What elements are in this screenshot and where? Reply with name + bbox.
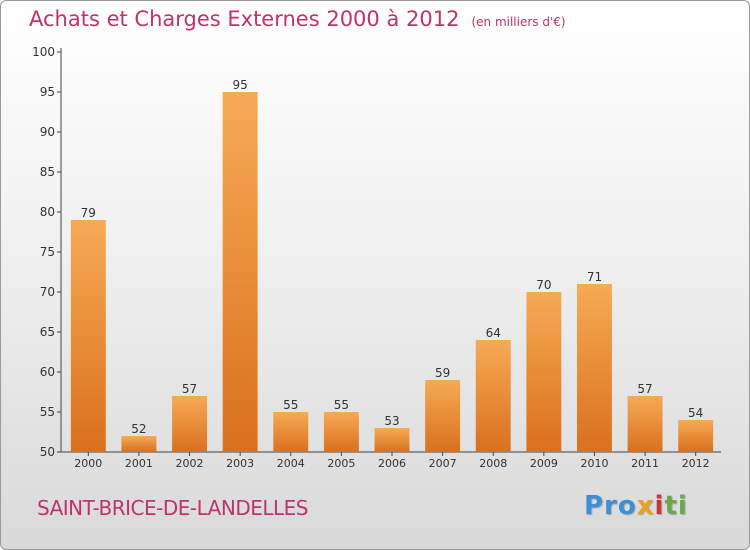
data-label: 64 xyxy=(486,326,501,340)
x-tick-label: 2003 xyxy=(226,457,254,470)
data-label: 55 xyxy=(334,398,349,412)
data-label: 59 xyxy=(435,366,450,380)
bar xyxy=(121,436,157,452)
data-label: 70 xyxy=(536,278,551,292)
data-label: 53 xyxy=(384,414,399,428)
logo-part-4: ti xyxy=(664,491,688,521)
data-label: 52 xyxy=(131,422,146,436)
bar xyxy=(323,412,359,452)
bar xyxy=(678,420,714,452)
bar xyxy=(425,380,461,452)
bar xyxy=(475,340,511,452)
y-tick-label: 55 xyxy=(40,405,55,419)
y-tick-label: 65 xyxy=(40,325,55,339)
data-label: 54 xyxy=(688,406,703,420)
data-label: 57 xyxy=(637,382,652,396)
x-tick-label: 2012 xyxy=(682,457,710,470)
bar xyxy=(576,284,612,452)
commune-name: SAINT-BRICE-DE-LANDELLES xyxy=(37,496,308,520)
x-tick-label: 2000 xyxy=(74,457,102,470)
logo-part-2: x xyxy=(636,491,655,521)
x-tick-label: 2001 xyxy=(125,457,153,470)
logo-part-3: i xyxy=(654,491,665,521)
y-tick-label: 85 xyxy=(40,165,55,179)
y-tick-label: 50 xyxy=(40,445,55,459)
data-label: 95 xyxy=(233,78,248,92)
y-tick-label: 100 xyxy=(32,45,55,59)
data-label: 71 xyxy=(587,270,602,284)
unit-text: (en milliers d'€) xyxy=(471,15,566,29)
data-label: 57 xyxy=(182,382,197,396)
data-label: 55 xyxy=(283,398,298,412)
bar xyxy=(70,220,106,452)
x-tick-label: 2010 xyxy=(580,457,608,470)
x-tick-label: 2004 xyxy=(277,457,305,470)
title-text: Achats et Charges Externes 2000 à 2012 xyxy=(29,7,460,31)
data-label: 79 xyxy=(81,206,96,220)
bar xyxy=(627,396,663,452)
bar xyxy=(222,92,258,452)
bar xyxy=(526,292,562,452)
y-tick-label: 80 xyxy=(40,205,55,219)
bar xyxy=(273,412,309,452)
y-tick-label: 75 xyxy=(40,245,55,259)
x-tick-label: 2009 xyxy=(530,457,558,470)
y-tick-label: 70 xyxy=(40,285,55,299)
x-tick-label: 2006 xyxy=(378,457,406,470)
logo-part-1: Pro xyxy=(584,491,637,521)
x-tick-label: 2007 xyxy=(429,457,457,470)
chart-title: Achats et Charges Externes 2000 à 2012 (e… xyxy=(29,7,566,31)
proxiti-logo: Proxiti xyxy=(584,491,688,521)
y-tick-label: 90 xyxy=(40,125,55,139)
x-tick-label: 2005 xyxy=(327,457,355,470)
y-tick-label: 60 xyxy=(40,365,55,379)
x-tick-label: 2008 xyxy=(479,457,507,470)
x-tick-label: 2002 xyxy=(176,457,204,470)
x-tick-label: 2011 xyxy=(631,457,659,470)
y-tick-label: 95 xyxy=(40,85,55,99)
bar xyxy=(172,396,208,452)
bar xyxy=(374,428,410,452)
